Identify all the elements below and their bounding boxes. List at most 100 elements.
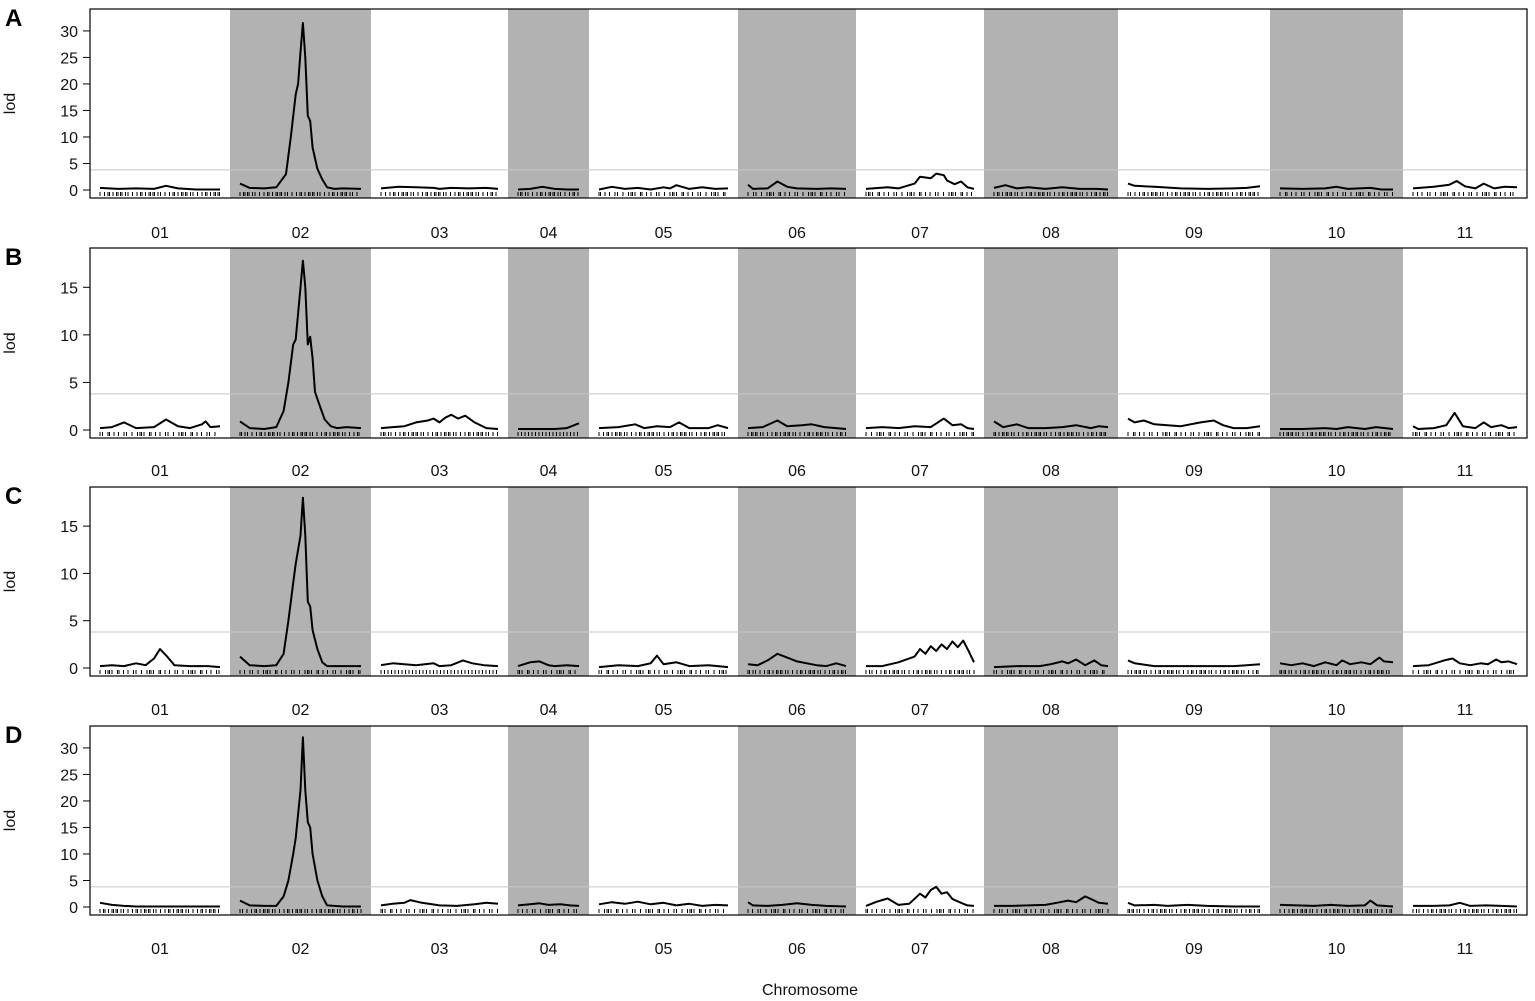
lod-curve-03 bbox=[380, 899, 499, 907]
x-tick-label-07: 07 bbox=[911, 941, 929, 958]
y-tick-label: 10 bbox=[60, 847, 78, 864]
y-tick-label: 20 bbox=[60, 794, 78, 811]
chr-shade-04 bbox=[508, 487, 589, 676]
y-tick-label: 10 bbox=[60, 130, 78, 147]
y-tick-label: 15 bbox=[60, 820, 78, 837]
x-tick-label-05: 05 bbox=[655, 702, 673, 719]
x-tick-label-03: 03 bbox=[431, 941, 449, 958]
marker-rug-08 bbox=[993, 909, 1109, 913]
lod-curve-01 bbox=[99, 648, 221, 669]
lod-curve-04 bbox=[518, 422, 580, 430]
marker-rug-09 bbox=[1127, 909, 1260, 913]
chr-shade-06 bbox=[738, 248, 856, 438]
lod-curve-03 bbox=[380, 413, 499, 430]
chr-shade-04 bbox=[508, 248, 589, 438]
y-tick-label: 0 bbox=[69, 661, 78, 678]
x-tick-label-09: 09 bbox=[1185, 702, 1203, 719]
marker-rug-02 bbox=[239, 432, 360, 436]
lod-curve-05 bbox=[598, 421, 729, 430]
lod-curve-02 bbox=[239, 22, 362, 190]
marker-rug-03 bbox=[380, 670, 497, 674]
y-tick-label: 20 bbox=[60, 77, 78, 94]
lod-curve-01 bbox=[99, 184, 220, 191]
marker-rug-01 bbox=[99, 192, 220, 196]
marker-rug-05 bbox=[598, 670, 727, 674]
y-tick-label: 10 bbox=[60, 328, 78, 345]
x-tick-label-06: 06 bbox=[788, 702, 806, 719]
lod-curve-09 bbox=[1127, 417, 1261, 430]
x-tick-label-02: 02 bbox=[292, 463, 310, 480]
y-tick-label: 5 bbox=[69, 375, 78, 392]
lod-curve-10 bbox=[1279, 185, 1393, 191]
marker-rug-03 bbox=[380, 432, 498, 436]
x-tick-label-04: 04 bbox=[540, 463, 558, 480]
x-tick-label-02: 02 bbox=[292, 702, 310, 719]
marker-rug-05 bbox=[598, 192, 726, 196]
marker-rug-04 bbox=[517, 192, 579, 196]
y-tick-label: 5 bbox=[69, 156, 78, 173]
x-tick-label-11: 11 bbox=[1457, 225, 1474, 242]
marker-rug-08 bbox=[993, 670, 1105, 674]
lod-curve-11 bbox=[1412, 657, 1518, 668]
chr-shade-08 bbox=[984, 248, 1118, 438]
lod-curve-07 bbox=[866, 639, 975, 668]
y-tick-label: 25 bbox=[60, 767, 78, 784]
lod-curve-01 bbox=[99, 901, 220, 908]
y-axis: 0 5 10 15 bbox=[60, 519, 91, 678]
chr-shade-04 bbox=[508, 9, 589, 198]
chr-shade-06 bbox=[738, 487, 856, 676]
chr-shade-10 bbox=[1270, 248, 1403, 438]
y-tick-label: 5 bbox=[69, 614, 78, 631]
marker-rug-07 bbox=[865, 192, 972, 196]
y-axis: 0 5 10 15 20 25 30 bbox=[60, 741, 91, 917]
marker-rug-08 bbox=[993, 192, 1108, 196]
x-tick-label-01: 01 bbox=[151, 702, 169, 719]
marker-rug-02 bbox=[239, 909, 362, 913]
x-tick-label-05: 05 bbox=[655, 225, 673, 242]
y-tick-label: 10 bbox=[60, 566, 78, 583]
y-axis: 0 5 10 15 bbox=[60, 280, 91, 440]
lod-curve-07 bbox=[865, 417, 975, 430]
lod-curve-05 bbox=[598, 184, 729, 191]
chr-shade-06 bbox=[738, 9, 856, 198]
y-tick-label: 30 bbox=[60, 24, 78, 41]
y-tick-label: 0 bbox=[69, 423, 78, 440]
marker-rug-09 bbox=[1127, 432, 1260, 436]
marker-rug-08 bbox=[993, 432, 1106, 436]
lod-curve-08 bbox=[993, 658, 1109, 669]
lod-curve-02 bbox=[239, 496, 361, 668]
y-tick-label: 15 bbox=[60, 519, 78, 536]
y-tick-label: 0 bbox=[69, 900, 78, 917]
lod-curve-04 bbox=[517, 185, 579, 191]
lod-curve-10 bbox=[1280, 426, 1394, 430]
marker-rug-11 bbox=[1412, 192, 1514, 196]
lod-curve-03 bbox=[380, 659, 499, 668]
x-tick-label-02: 02 bbox=[292, 225, 310, 242]
lod-curve-08 bbox=[993, 420, 1109, 430]
x-tick-label-10: 10 bbox=[1328, 941, 1346, 958]
x-tick-label-09: 09 bbox=[1185, 941, 1203, 958]
x-tick-label-02: 02 bbox=[292, 941, 310, 958]
x-axis-title: Chromosome bbox=[762, 982, 858, 999]
marker-rug-06 bbox=[747, 909, 844, 913]
lod-curve-08 bbox=[994, 895, 1109, 907]
chr-shade-10 bbox=[1270, 726, 1403, 915]
lod-curve-10 bbox=[1279, 899, 1394, 908]
chr-shade-10 bbox=[1270, 487, 1403, 676]
marker-rug-11 bbox=[1412, 909, 1517, 913]
lod-curve-04 bbox=[517, 902, 580, 907]
chr-shade-08 bbox=[984, 726, 1118, 915]
x-tick-label-04: 04 bbox=[540, 225, 558, 242]
marker-rug-10 bbox=[1279, 432, 1391, 436]
marker-rug-10 bbox=[1279, 670, 1390, 674]
x-tick-label-05: 05 bbox=[655, 941, 673, 958]
lod-curve-02 bbox=[239, 259, 362, 430]
x-tick-label-10: 10 bbox=[1328, 463, 1346, 480]
lod-curve-09 bbox=[1127, 659, 1261, 668]
panel-letter: B bbox=[5, 244, 22, 271]
